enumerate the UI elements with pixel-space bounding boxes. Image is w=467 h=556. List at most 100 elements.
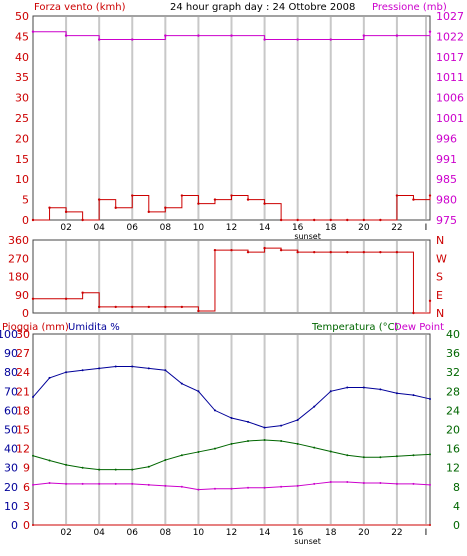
pressure-point (263, 38, 266, 41)
bottom-series-point (147, 367, 150, 370)
direction-y-tick-label: 180 (8, 271, 29, 284)
x-tick-label: 06 (127, 528, 139, 538)
direction-y-tick-label: 360 (8, 234, 29, 247)
bottom-series-point (263, 439, 266, 442)
bottom-series-point (32, 454, 34, 457)
x-tick-label: 06 (127, 223, 139, 233)
wind-direction-point (180, 305, 184, 309)
wind-speed-point (147, 210, 150, 214)
bottom-series-point (32, 396, 34, 399)
grid-layer (65, 17, 427, 524)
bottom-series-point (164, 484, 167, 487)
pressure-point (428, 30, 432, 33)
bottom-series-point (81, 466, 84, 469)
bottom-series-point (98, 367, 101, 370)
x-tick-label: 02 (60, 223, 71, 233)
temperature-axis-title: Temperatura (°C) (311, 322, 399, 333)
temperature-y-tick-label: 36 (446, 347, 460, 360)
bottom-series-point (429, 397, 431, 400)
pressure-y-tick-label: 996 (436, 132, 457, 145)
chart-title: 24 hour graph day : 24 Ottobre 2008 (170, 2, 355, 13)
wind-direction-point (329, 250, 332, 254)
pressure-point (230, 34, 233, 37)
temperature-y-tick-label: 20 (446, 424, 460, 437)
bottom-series-point (32, 524, 34, 526)
x-tick-label: 18 (325, 223, 337, 233)
wind-y-tick-label: 45 (15, 30, 29, 43)
bottom-series-point (213, 447, 216, 450)
bottom-series-point (313, 482, 316, 485)
wind-y-tick-label: 0 (22, 214, 29, 227)
sunset-label: sunset (294, 537, 321, 546)
wind-speed-point (362, 218, 366, 222)
bottom-series-point (379, 481, 382, 484)
bottom-series-point (197, 450, 200, 453)
wind-y-tick-label: 15 (15, 153, 29, 166)
direction-y-tick-label: 90 (15, 289, 29, 302)
pressure-y-tick-label: 1022 (436, 30, 464, 43)
bottom-series-point (346, 386, 349, 389)
x-tick-label: 14 (259, 223, 271, 233)
bottom-series-point (48, 481, 51, 484)
wind-speed-point (313, 218, 316, 222)
bottom-series-point (395, 482, 398, 485)
temperature-y-tick-label: 8 (453, 481, 460, 494)
wind-y-tick-label: 25 (15, 112, 29, 125)
rain-y-tick-label: 9 (23, 462, 30, 475)
bottom-series-point (247, 439, 250, 442)
pressure-y-tick-label: 980 (436, 194, 457, 207)
bottom-series-point (213, 409, 216, 412)
humidity-y-tick-label: 30 (4, 462, 18, 475)
bottom-series-point (164, 459, 167, 462)
bottom-series-point (412, 454, 415, 457)
x-tick-label: 14 (259, 528, 271, 538)
wind-direction-point (263, 246, 266, 250)
bottom-series-point (296, 418, 299, 421)
bottom-series-point (180, 485, 183, 488)
wind-direction-point (362, 250, 366, 254)
wind-speed-point (263, 202, 266, 205)
bottom-series-point (147, 483, 150, 486)
wind-speed-point (97, 198, 101, 201)
rain-y-tick-label: 6 (23, 481, 30, 494)
pressure-point (131, 38, 134, 41)
pressure-point (329, 38, 332, 41)
direction-y-tick-label: 0 (22, 307, 29, 320)
wind-direction-point (31, 297, 35, 301)
x-tick-label: 16 (292, 223, 304, 233)
bottom-series-point (263, 426, 266, 429)
temperature-y-tick-label: 12 (446, 462, 460, 475)
bottom-series-point (379, 456, 382, 459)
bottom-series-point (164, 369, 167, 372)
wind-speed-point (428, 194, 432, 197)
wind-y-tick-label: 50 (15, 10, 29, 23)
temperature-y-tick-label: 32 (446, 366, 460, 379)
temperature-y-tick-label: 40 (446, 328, 460, 341)
direction-compass-label: N (436, 307, 444, 320)
wind-speed-point (131, 194, 134, 197)
bottom-series-point (296, 442, 299, 445)
wind-speed-point (329, 218, 332, 222)
wind-speed-point (296, 218, 299, 222)
wind-direction-point (114, 305, 117, 309)
pressure-point (97, 38, 101, 41)
rain-y-tick-label: 0 (23, 519, 30, 532)
bottom-series-point (213, 487, 216, 490)
wind-y-tick-label: 5 (22, 194, 29, 207)
wind-direction-point (97, 305, 101, 309)
bottom-series-point (362, 481, 365, 484)
wind-y-tick-label: 30 (15, 92, 29, 105)
wind-y-tick-label: 10 (15, 173, 29, 186)
pressure-y-tick-label: 1027 (436, 10, 464, 23)
pressure-y-tick-label: 1017 (436, 51, 464, 64)
wind-direction-point (131, 305, 134, 309)
pressure-y-tick-label: 1011 (436, 71, 464, 84)
bottom-series-point (280, 485, 283, 488)
bottom-series-point (362, 386, 365, 389)
humidity-y-tick-label: 40 (4, 443, 18, 456)
pressure-point (31, 30, 35, 33)
bottom-series-point (329, 450, 332, 453)
bottom-series-point (65, 463, 68, 466)
pressure-axis-title: Pressione (mb) (372, 2, 447, 13)
wind-direction-point (428, 299, 432, 303)
